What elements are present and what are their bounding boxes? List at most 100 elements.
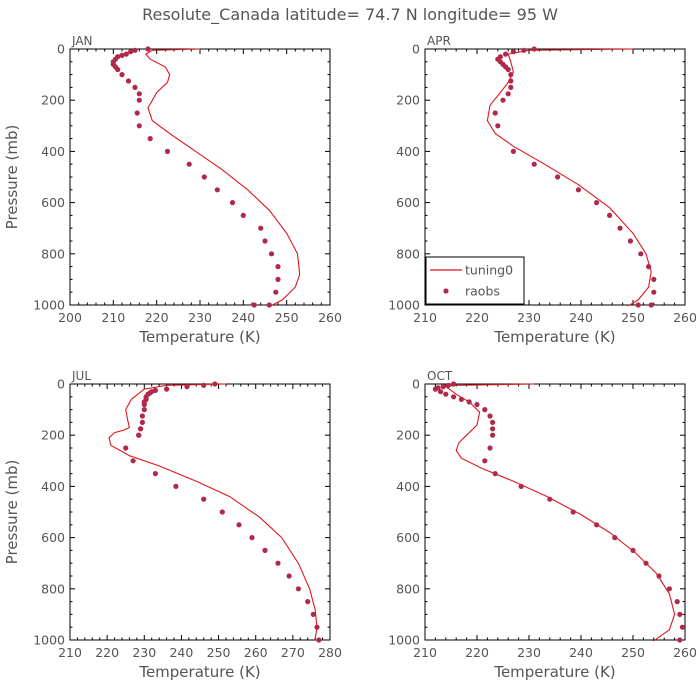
- y-tick-label: 800: [41, 581, 65, 596]
- raobs-point: [508, 78, 514, 84]
- raobs-point: [612, 535, 618, 541]
- y-tick-label: 200: [41, 428, 65, 443]
- x-axis-label: Temperature (K): [138, 663, 260, 681]
- y-tick-label: 0: [412, 42, 420, 57]
- raobs-point: [132, 84, 138, 90]
- y-tick-label: 800: [396, 581, 420, 596]
- raobs-point: [136, 432, 142, 438]
- raobs-point: [466, 399, 472, 405]
- raobs-point: [214, 187, 220, 193]
- raobs-point: [490, 426, 496, 432]
- model-profile-line: [486, 48, 652, 306]
- raobs-point: [643, 560, 649, 566]
- y-tick-label: 0: [57, 42, 65, 57]
- x-tick-label: 230: [517, 310, 541, 325]
- raobs-point: [132, 47, 138, 53]
- raobs-point: [495, 123, 501, 129]
- raobs-point: [666, 586, 673, 592]
- x-tick-label: 220: [95, 645, 119, 660]
- raobs-point: [184, 384, 190, 390]
- x-tick-label: 250: [275, 310, 299, 325]
- x-tick-label: 230: [188, 310, 212, 325]
- y-axis-label: Pressure (mb): [3, 460, 21, 565]
- raobs-point: [139, 419, 145, 425]
- x-tick-label: 250: [621, 310, 645, 325]
- raobs-point: [451, 394, 457, 400]
- raobs-point: [651, 289, 657, 295]
- raobs-point: [164, 148, 171, 154]
- raobs-point: [547, 496, 553, 502]
- y-tick-label: 200: [41, 93, 65, 108]
- y-tick-label: 200: [396, 428, 420, 443]
- raobs-point: [115, 66, 121, 73]
- x-tick-label: 240: [169, 645, 193, 660]
- raobs-point: [440, 384, 446, 390]
- raobs-point: [130, 458, 136, 464]
- legend-label-model: tuning0: [465, 263, 513, 278]
- raobs-point: [123, 445, 129, 451]
- raobs-point: [487, 413, 493, 419]
- y-tick-label: 800: [41, 246, 65, 261]
- raobs-point: [286, 573, 292, 579]
- y-tick-label: 600: [396, 195, 420, 210]
- raobs-point: [164, 386, 170, 392]
- raobs-point: [201, 382, 207, 388]
- x-axis-label: Temperature (K): [138, 328, 260, 346]
- y-tick-label: 0: [57, 377, 65, 392]
- plot-frame: [69, 48, 331, 306]
- x-tick-label: 250: [207, 645, 231, 660]
- plot-frame: [424, 383, 686, 641]
- raobs-point: [219, 509, 225, 515]
- raobs-point: [128, 49, 134, 55]
- plot-frame: [69, 383, 331, 641]
- x-tick-label: 210: [101, 310, 125, 325]
- raobs-point: [314, 624, 320, 630]
- raobs-point: [258, 225, 264, 231]
- panel-title: OCT: [427, 369, 453, 383]
- raobs-point: [125, 78, 132, 84]
- raobs-point: [236, 522, 242, 528]
- raobs-point: [638, 251, 644, 257]
- raobs-point: [555, 174, 561, 180]
- raobs-point: [490, 432, 496, 438]
- raobs-point: [229, 200, 236, 206]
- x-tick-label: 220: [465, 645, 489, 660]
- raobs-point: [268, 251, 275, 257]
- panel-title: JUL: [71, 369, 91, 383]
- raobs-point: [474, 401, 480, 408]
- legend-label-obs: raobs: [465, 284, 500, 299]
- raobs-point: [679, 624, 686, 630]
- raobs-point: [656, 573, 662, 579]
- raobs-point: [443, 391, 449, 397]
- y-tick-label: 400: [396, 144, 420, 159]
- model-profile-line: [144, 48, 301, 306]
- raobs-point: [262, 238, 268, 244]
- raobs-point: [617, 225, 623, 231]
- raobs-point: [482, 458, 488, 464]
- raobs-point: [508, 84, 514, 90]
- raobs-point: [630, 547, 636, 554]
- raobs-point: [635, 302, 641, 308]
- y-tick-label: 600: [41, 530, 65, 545]
- raobs-point: [262, 547, 268, 554]
- raobs-point: [575, 187, 582, 193]
- panel-title: JAN: [71, 34, 93, 48]
- raobs-point: [249, 535, 255, 541]
- panel-jan: JAN 200 210 220 230 240 250 260 0 200 400 600 800 100…: [3, 34, 342, 346]
- raobs-point: [123, 51, 129, 57]
- raobs-point: [521, 47, 527, 53]
- raobs-point: [531, 161, 537, 167]
- raobs-point: [119, 72, 125, 78]
- raobs-point: [651, 276, 657, 282]
- raobs-point: [305, 599, 311, 605]
- raobs-point: [145, 46, 151, 52]
- y-tick-label: 1000: [33, 298, 65, 313]
- y-tick-label: 1000: [388, 633, 420, 648]
- raobs-point: [273, 289, 279, 295]
- y-tick-label: 1000: [33, 633, 65, 648]
- raobs-point: [500, 97, 506, 103]
- raobs-point: [445, 382, 451, 388]
- raobs-point: [570, 509, 576, 515]
- raobs-point: [141, 401, 147, 408]
- x-tick-label: 240: [231, 310, 255, 325]
